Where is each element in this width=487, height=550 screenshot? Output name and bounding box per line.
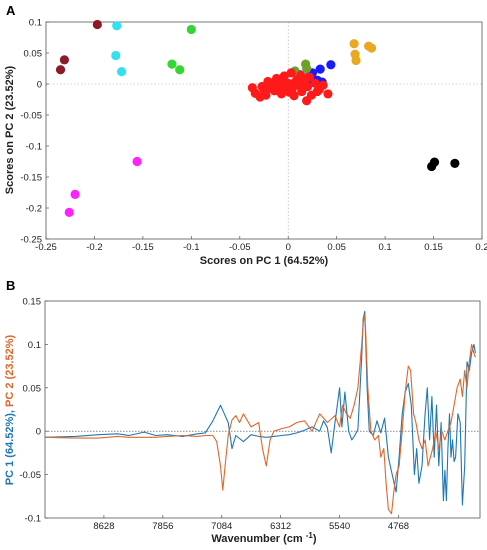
plot-a-ytick-label: 0.05 bbox=[24, 49, 43, 60]
plot-b-xlabel-main: Wavenumber (cm bbox=[211, 533, 305, 545]
scatter-point bbox=[268, 78, 278, 88]
scatter-point bbox=[116, 67, 127, 77]
panel-a-label: A bbox=[6, 3, 16, 18]
scatter-point bbox=[175, 65, 185, 75]
plot-a-xtick-label: -0.05 bbox=[229, 242, 251, 253]
plot-a-xtick-label: 0.1 bbox=[379, 242, 392, 253]
plot-a-xtick-label: -0.15 bbox=[132, 242, 154, 253]
scatter-point bbox=[349, 39, 359, 49]
scatter-point bbox=[167, 59, 177, 69]
plot-b-xtick-label: 5540 bbox=[329, 521, 350, 532]
plot-b-xtick-label: 7856 bbox=[152, 521, 173, 532]
plot-a-ytick-label: -0.1 bbox=[26, 142, 42, 153]
plot-b-ylabel: PC 1 (64.52%), PC 2 (23.52%) bbox=[4, 334, 16, 485]
plot-b-ytick-label: -0.05 bbox=[19, 470, 41, 481]
scatter-point bbox=[186, 24, 196, 35]
scatter-point bbox=[70, 189, 80, 199]
plot-a-ytick-label: -0.25 bbox=[20, 235, 42, 246]
plot-b-xtick-label: 8628 bbox=[93, 521, 114, 532]
scatter-point bbox=[366, 43, 377, 53]
spectrum-line-pc2 bbox=[44, 313, 476, 515]
scatter-point bbox=[323, 89, 333, 99]
scatter-point bbox=[59, 55, 70, 65]
plot-b-ytick-label: 0.05 bbox=[23, 383, 42, 394]
plot-a-xtick-label: -0.25 bbox=[35, 242, 57, 253]
scatter-point bbox=[429, 157, 440, 167]
scatter-point bbox=[289, 91, 299, 101]
plot-a-xtick-label: 0.15 bbox=[424, 242, 443, 253]
plot-a-ticks: -0.25 -0.2 -0.15 -0.1 -0.05 0 0.05 0.1 0.15 0.2 0.… bbox=[20, 18, 487, 254]
plot-a-xtick-label: 0 bbox=[286, 242, 291, 253]
plot-a-ytick-label: -0.2 bbox=[26, 204, 42, 215]
plot-a-ylabel: Scores on PC 2 (23.52%) bbox=[4, 65, 16, 194]
scatter-point bbox=[259, 84, 269, 95]
plot-a-ytick-label: 0 bbox=[37, 80, 42, 91]
plot-b-xtick-label: 4768 bbox=[388, 521, 409, 532]
plot-a-frame bbox=[45, 21, 483, 240]
scatter-point bbox=[450, 158, 460, 168]
panel-b-label: B bbox=[6, 278, 15, 293]
scatter-point bbox=[351, 55, 361, 66]
scatter-point bbox=[111, 50, 121, 61]
plot-b-xtick-label: 6312 bbox=[270, 521, 291, 532]
plot-b-ytick-label: 0 bbox=[36, 427, 41, 438]
scatter-point bbox=[304, 72, 315, 82]
plot-a-xtick-label: 0.2 bbox=[475, 242, 487, 253]
plot-b-ticks: 8628 7856 7084 6312 5540 4768 0.15 0.1 0.05 0 -0.0… bbox=[19, 297, 409, 533]
scatter-point bbox=[326, 60, 336, 70]
plot-b-frame bbox=[44, 300, 481, 519]
scatter-point bbox=[275, 76, 286, 86]
plot-b-xlabel-end: ) bbox=[313, 533, 317, 545]
plot-b-xtick-label: 7084 bbox=[211, 521, 232, 532]
scatter-point bbox=[315, 64, 325, 74]
plot-b-ylabel-pc2: PC 2 (23.52%) bbox=[4, 334, 16, 406]
scatter-point bbox=[303, 81, 313, 92]
scatter-point bbox=[302, 96, 312, 106]
scatter-point bbox=[296, 70, 306, 80]
plot-b-xlabel-sup: -1 bbox=[306, 531, 314, 540]
plot-a-xtick-label: 0.05 bbox=[327, 242, 346, 253]
plot-a-xtick-label: -0.1 bbox=[183, 242, 199, 253]
plot-a-ytick-label: -0.15 bbox=[20, 173, 42, 184]
plot-a-xtick-label: -0.2 bbox=[86, 242, 102, 253]
scatter-point bbox=[55, 65, 66, 75]
line-plot-b: 8628 7856 7084 6312 5540 4768 0.15 0.1 0.05 0 -0.0… bbox=[19, 297, 481, 533]
scatter-point bbox=[92, 19, 102, 30]
plot-b-ytick-label: 0.15 bbox=[23, 297, 42, 308]
plot-a-ytick-label: -0.05 bbox=[20, 111, 42, 122]
scatter-plot-a: -0.25 -0.2 -0.15 -0.1 -0.05 0 0.05 0.1 0.15 0.2 0.… bbox=[20, 18, 487, 254]
scatter-point bbox=[312, 86, 322, 97]
scatter-point bbox=[112, 21, 122, 31]
scatter-point bbox=[64, 207, 74, 217]
scatter-point bbox=[318, 80, 328, 90]
plot-b-ylabel-sep: , bbox=[4, 407, 16, 413]
plot-b-xlabel: Wavenumber (cm -1) bbox=[211, 531, 316, 545]
scatter-point bbox=[286, 68, 296, 78]
scatter-point bbox=[132, 156, 142, 167]
plot-a-ytick-label: 0.1 bbox=[29, 18, 42, 29]
plot-b-ytick-label: -0.1 bbox=[25, 514, 41, 525]
plot-b-ytick-label: 0.1 bbox=[28, 340, 41, 351]
plot-b-lines bbox=[44, 310, 476, 515]
plot-a-xlabel: Scores on PC 1 (64.52%) bbox=[200, 255, 329, 267]
scatter-point bbox=[302, 63, 312, 74]
plot-a-points bbox=[55, 19, 460, 217]
plot-b-ylabel-pc1: PC 1 (64.52%) bbox=[4, 413, 16, 485]
scatter-point bbox=[255, 92, 265, 102]
spectrum-line-pc1 bbox=[44, 310, 476, 506]
